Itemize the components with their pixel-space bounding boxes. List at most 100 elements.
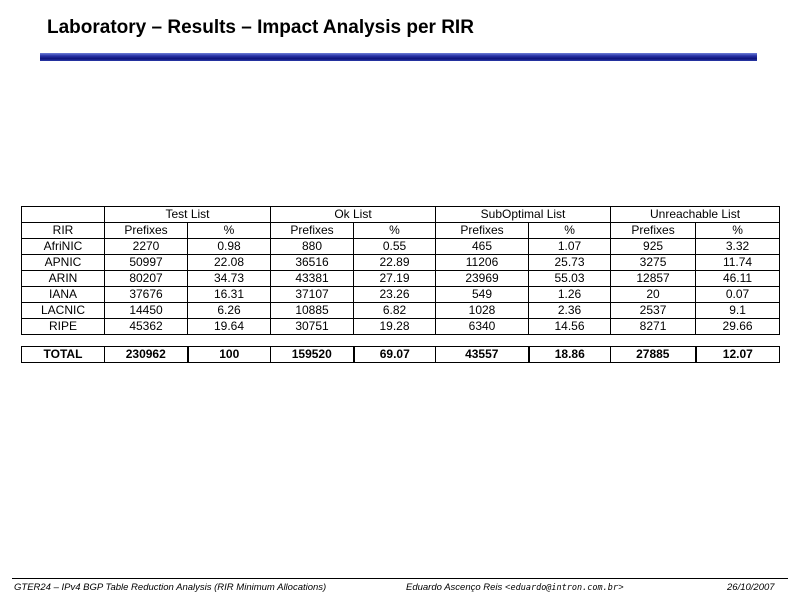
value-cell: 465	[435, 238, 530, 255]
value-cell: 11206	[435, 254, 530, 271]
value-cell: 925	[610, 238, 697, 255]
spacer-cell	[435, 334, 529, 347]
value-cell: 880	[270, 238, 355, 255]
title-underline-bar	[40, 53, 757, 61]
value-cell: 10885	[270, 302, 355, 319]
rir-name-cell: AfriNIC	[21, 238, 105, 255]
value-cell: 34.73	[186, 270, 272, 287]
spacer-cell	[104, 334, 188, 347]
value-cell: 20	[610, 286, 697, 303]
value-cell: 27.19	[353, 270, 437, 287]
value-cell: 6.82	[353, 302, 437, 319]
value-cell: 37107	[270, 286, 355, 303]
value-cell: 37676	[104, 286, 188, 303]
value-cell: 22.89	[353, 254, 437, 271]
column-header: %	[186, 222, 272, 239]
value-cell: 50997	[104, 254, 188, 271]
table-row: RIPE 45362 19.64 30751 19.28 6340 14.56 8271 29.…	[21, 318, 781, 335]
rir-name-cell: ARIN	[21, 270, 105, 287]
rir-name-cell: RIPE	[21, 318, 105, 335]
spacer-cell	[353, 334, 436, 347]
value-cell: 29.66	[695, 318, 781, 335]
spacer-cell	[21, 334, 105, 347]
spacer-row	[21, 334, 780, 347]
spacer-cell	[695, 334, 780, 347]
value-cell: 25.73	[528, 254, 612, 271]
value-cell: 2270	[104, 238, 188, 255]
value-cell: 43381	[270, 270, 355, 287]
value-cell: 36516	[270, 254, 355, 271]
impact-analysis-table: Test List Ok List SubOptimal List Unreac…	[21, 206, 781, 363]
column-header: %	[353, 222, 437, 239]
total-value-cell: 69.07	[352, 346, 437, 363]
total-value-cell: 43557	[435, 346, 530, 363]
footer-date: 26/10/2007	[727, 582, 775, 593]
value-cell: 19.28	[353, 318, 437, 335]
footer-author-email: eduardo@intron.com.br	[510, 583, 618, 593]
column-header: Prefixes	[435, 222, 530, 239]
table-row: APNIC 50997 22.08 36516 22.89 11206 25.73 3275 1…	[21, 254, 781, 271]
value-cell: 12857	[610, 270, 697, 287]
footer-email-close: >	[617, 582, 624, 593]
rir-name-cell: IANA	[21, 286, 105, 303]
value-cell: 22.08	[186, 254, 272, 271]
value-cell: 3.32	[695, 238, 781, 255]
value-cell: 6.26	[186, 302, 272, 319]
value-cell: 80207	[104, 270, 188, 287]
column-header: %	[528, 222, 612, 239]
value-cell: 19.64	[186, 318, 272, 335]
column-header: Prefixes	[270, 222, 355, 239]
value-cell: 6340	[435, 318, 530, 335]
total-value-cell: 100	[186, 346, 272, 363]
value-cell: 1.07	[528, 238, 612, 255]
value-cell: 11.74	[695, 254, 781, 271]
column-header: Prefixes	[104, 222, 188, 239]
rir-name-cell: APNIC	[21, 254, 105, 271]
value-cell: 9.1	[695, 302, 781, 319]
value-cell: 1028	[435, 302, 530, 319]
value-cell: 14.56	[528, 318, 612, 335]
group-header-suboptimal-list: SubOptimal List	[435, 206, 612, 223]
value-cell: 0.55	[353, 238, 437, 255]
total-value-cell: 159520	[270, 346, 355, 363]
column-header: Prefixes	[610, 222, 697, 239]
value-cell: 30751	[270, 318, 355, 335]
group-header-row: Test List Ok List SubOptimal List Unreac…	[21, 206, 781, 223]
value-cell: 3275	[610, 254, 697, 271]
total-label-cell: TOTAL	[21, 346, 105, 363]
spacer-cell	[187, 334, 271, 347]
group-header-test-list: Test List	[103, 206, 272, 223]
value-cell: 45362	[104, 318, 188, 335]
total-value-cell: 230962	[104, 346, 188, 363]
header-empty-cell	[21, 206, 105, 223]
footer-author-name: Eduardo Ascenço Reis <	[406, 582, 511, 593]
value-cell: 549	[435, 286, 530, 303]
value-cell: 14450	[104, 302, 188, 319]
value-cell: 0.98	[186, 238, 272, 255]
value-cell: 0.07	[695, 286, 781, 303]
group-header-ok-list: Ok List	[270, 206, 437, 223]
table-row: ARIN 80207 34.73 43381 27.19 23969 55.03 12857 4…	[21, 270, 781, 287]
value-cell: 2537	[610, 302, 697, 319]
value-cell: 55.03	[528, 270, 612, 287]
spacer-cell	[270, 334, 354, 347]
total-value-cell: 27885	[610, 346, 697, 363]
footer-presentation-title: GTER24 – IPv4 BGP Table Reduction Analys…	[14, 582, 327, 593]
total-value-cell: 12.07	[694, 346, 781, 363]
footer-divider	[12, 578, 788, 579]
sub-header-row: RIR Prefixes % Prefixes % Prefixes % Pre…	[21, 222, 781, 239]
column-header-rir: RIR	[21, 222, 105, 239]
value-cell: 16.31	[186, 286, 272, 303]
value-cell: 46.11	[695, 270, 781, 287]
value-cell: 8271	[610, 318, 697, 335]
value-cell: 23969	[435, 270, 530, 287]
total-value-cell: 18.86	[527, 346, 612, 363]
value-cell: 23.26	[353, 286, 437, 303]
value-cell: 2.36	[528, 302, 612, 319]
spacer-cell	[528, 334, 611, 347]
table-row: AfriNIC 2270 0.98 880 0.55 465 1.07 925 3.32	[21, 238, 781, 255]
table-row: IANA 37676 16.31 37107 23.26 549 1.26 20 0.07	[21, 286, 781, 303]
column-header: %	[695, 222, 781, 239]
footer-author: Eduardo Ascenço Reis <eduardo@intron.com…	[406, 582, 624, 593]
table-row: LACNIC 14450 6.26 10885 6.82 1028 2.36 2537 9.1	[21, 302, 781, 319]
